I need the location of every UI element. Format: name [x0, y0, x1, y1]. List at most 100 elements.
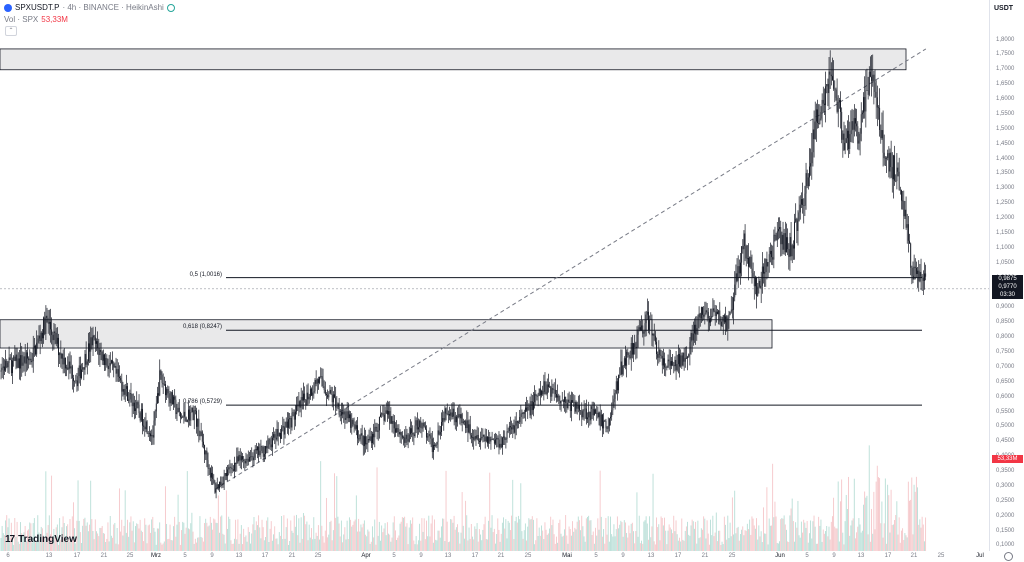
candle-body [30, 358, 32, 363]
volume-bar [745, 530, 747, 551]
volume-bar [622, 536, 624, 551]
volume-bar [384, 523, 386, 551]
candle-body [738, 266, 740, 274]
candle-body [694, 324, 695, 334]
volume-bar [141, 531, 143, 551]
volume-bar [8, 518, 10, 551]
volume-bar [705, 538, 707, 551]
candle-body [87, 343, 89, 362]
candle-body [818, 122, 820, 124]
candle-body [637, 329, 639, 335]
candle-body [645, 314, 647, 324]
volume-bar [268, 541, 270, 551]
candle-body [558, 395, 560, 402]
zones [0, 48, 907, 349]
volume-bar [644, 520, 646, 551]
candle-body [623, 358, 625, 366]
candle-body [848, 130, 850, 150]
candle-body [753, 276, 755, 287]
candle-body [185, 417, 187, 422]
volume-bar [779, 541, 780, 551]
candle-body [827, 84, 829, 94]
candle-body [505, 439, 507, 440]
tradingview-logo[interactable]: 17 TradingView [5, 534, 77, 545]
volume-bar [871, 508, 872, 551]
price-scale[interactable]: USDT 1,8000 1,7500 1,7000 1,6500 1,6000 1,550… [989, 0, 1024, 551]
volume-bar [169, 524, 171, 551]
candle-body [700, 307, 702, 319]
legend-collapse-button[interactable]: ⌃ [5, 26, 17, 36]
candle-body [444, 408, 446, 421]
volume-legend[interactable]: Vol · SPX 53,33M [4, 15, 68, 24]
candle-body [466, 420, 468, 429]
candle-body [196, 410, 197, 427]
candle-body [587, 417, 588, 420]
volume-bar [20, 522, 21, 551]
candle-body [312, 392, 314, 396]
candle-body [27, 352, 28, 359]
volume-bar [85, 525, 87, 551]
time-tick: 25 [314, 553, 322, 559]
candle-body [421, 427, 423, 429]
candle-body [258, 446, 260, 455]
volume-bar [646, 523, 648, 551]
volume-bar [831, 516, 833, 551]
volume-bar [122, 535, 124, 551]
candle-body [607, 425, 609, 429]
candle-body [779, 227, 781, 230]
candle-body [174, 396, 176, 400]
candle-body [513, 424, 515, 433]
candle-body [320, 376, 322, 377]
settings-gear-icon[interactable] [1004, 552, 1013, 561]
candle-body [101, 351, 103, 361]
candle-body [511, 427, 513, 430]
volume-bar [431, 515, 433, 551]
candle-body [262, 446, 264, 457]
candle-body [677, 353, 679, 365]
candle-body [528, 406, 530, 407]
candle-body [123, 389, 125, 395]
candle-body [805, 173, 807, 194]
price-chart[interactable] [0, 0, 989, 551]
volume-bar [750, 534, 752, 551]
candle-body [810, 163, 812, 167]
volume-bar [743, 535, 745, 551]
volume-bar [684, 530, 686, 551]
volume-bar [391, 537, 393, 551]
volume-bar [503, 517, 504, 551]
symbol-name[interactable]: SPXUSDT.P [15, 3, 60, 12]
currency-label[interactable]: USDT [994, 5, 1014, 12]
candle-body [705, 310, 707, 314]
candle-body [899, 189, 901, 191]
candle-body [221, 483, 223, 485]
volume-bar [53, 528, 55, 551]
time-tick: 17 [73, 553, 81, 559]
volume-bar [446, 521, 448, 551]
volume-bar [87, 531, 89, 551]
volume-bar [530, 519, 532, 551]
volume-bar [376, 467, 378, 551]
volume-bar [873, 491, 875, 551]
volume-bar [534, 544, 536, 551]
symbol-legend[interactable]: SPXUSDT.P · 4h · BINANCE · HeikinAshi [4, 3, 175, 12]
volume-bar [589, 520, 591, 551]
volume-bar [285, 527, 287, 551]
candle-body [82, 367, 84, 370]
candle-body [104, 354, 105, 365]
candle-body [866, 90, 868, 91]
candle-body [100, 349, 102, 352]
volume-bar [507, 520, 509, 551]
volume-bar [519, 519, 521, 551]
candle-body [619, 374, 621, 376]
volume-bar [731, 497, 733, 551]
volume-bar [74, 528, 76, 551]
price-tick: 0,2500 [996, 497, 1015, 504]
time-tick: 9 [832, 553, 836, 559]
volume-bar [98, 536, 100, 551]
candle-body [676, 364, 678, 371]
volume-bar [921, 516, 923, 551]
volume-bar [396, 539, 398, 551]
volume-bar [71, 516, 73, 551]
candle-body [286, 421, 288, 428]
candle-body [132, 402, 134, 407]
